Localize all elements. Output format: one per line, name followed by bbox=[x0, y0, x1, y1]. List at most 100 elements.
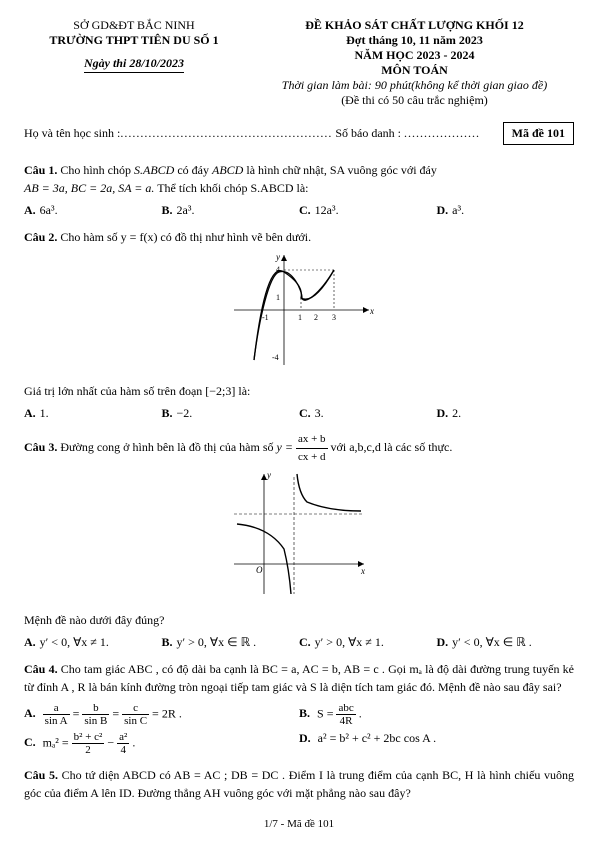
q4-C-lbl: C. bbox=[24, 735, 36, 749]
q4-fb-d: 4R bbox=[336, 715, 355, 727]
q1-i2: ABCD bbox=[212, 163, 243, 177]
q3-A-lbl: A. bbox=[24, 635, 36, 649]
svg-text:3: 3 bbox=[332, 313, 336, 322]
q3-num: ax + b bbox=[296, 431, 328, 449]
q2-A-txt: 1. bbox=[40, 406, 49, 420]
q3-D-txt: y′ < 0, ∀x ∈ ℝ . bbox=[452, 635, 532, 649]
q4-optA: A. asin A = bsin B = csin C = 2R . bbox=[24, 700, 299, 729]
q3-B-txt: y′ > 0, ∀x ∈ ℝ . bbox=[177, 635, 257, 649]
school-line: TRƯỜNG THPT TIÊN DU SỐ 1 bbox=[24, 33, 244, 48]
q1-i1: S.ABCD bbox=[134, 163, 174, 177]
q2-optA: A. 1. bbox=[24, 404, 162, 423]
title-1: ĐỀ KHẢO SÁT CHẤT LƯỢNG KHỐI 12 bbox=[255, 18, 574, 33]
q5-text: Cho tứ diện ABCD có AB = AC ; DB = DC . … bbox=[24, 768, 574, 800]
svg-text:y: y bbox=[266, 470, 271, 480]
q3-t2: với a,b,c,d là các số thực. bbox=[331, 440, 453, 454]
q1-A-lbl: A. bbox=[24, 203, 36, 217]
page-footer: 1/7 - Mã đề 101 bbox=[24, 818, 574, 830]
q4-fb-n: abc bbox=[336, 702, 355, 715]
q3-den: cx + d bbox=[296, 449, 328, 466]
q1-optD: D.a³. bbox=[437, 201, 575, 220]
q4-D-lbl: D. bbox=[299, 731, 311, 745]
title-4: MÔN TOÁN bbox=[255, 63, 574, 78]
q4-fa-d2: sin B bbox=[82, 715, 109, 727]
q2-optC: C.3. bbox=[299, 404, 437, 423]
dots-2: ................... bbox=[404, 126, 480, 140]
q4-fc-end: . bbox=[132, 735, 135, 749]
q4-fb-end: . bbox=[359, 706, 362, 720]
q4-optB: B. S = abc4R . bbox=[299, 700, 574, 729]
q1-optB: B.2a³. bbox=[162, 201, 300, 220]
q2-B-lbl: B. bbox=[162, 406, 173, 420]
q3-optB: B.y′ > 0, ∀x ∈ ℝ . bbox=[162, 633, 300, 652]
q3-D-lbl: D. bbox=[437, 635, 449, 649]
name-label: Họ và tên học sinh : bbox=[24, 126, 120, 140]
q4-fa-n2: b bbox=[82, 702, 109, 715]
q1-D-txt: a³. bbox=[452, 203, 464, 217]
title-6: (Đề thi có 50 câu trắc nghiệm) bbox=[255, 93, 574, 108]
q4-optD: D. a² = b² + c² + 2bc cos A . bbox=[299, 729, 574, 758]
exam-header: SỞ GD&ĐT BẮC NINH TRƯỜNG THPT TIÊN DU SỐ… bbox=[24, 18, 574, 108]
q4-fa-n1: a bbox=[43, 702, 70, 715]
q4-D-txt: a² = b² + c² + 2bc cos A . bbox=[318, 731, 436, 745]
q2-text: Cho hàm số y = f(x) có đồ thị như hình v… bbox=[57, 230, 311, 244]
q3-t1: Đường cong ở hình bên là đồ thị của hàm … bbox=[57, 440, 276, 454]
question-3: Câu 3. Đường cong ở hình bên là đồ thị c… bbox=[24, 431, 574, 465]
q1-A-txt: 6a³. bbox=[40, 203, 58, 217]
q2-A-lbl: A. bbox=[24, 406, 36, 420]
q2-options: A. 1. B. −2. C.3. D.2. bbox=[24, 404, 574, 423]
svg-text:O: O bbox=[256, 565, 263, 575]
question-2: Câu 2. Cho hàm số y = f(x) có đồ thị như… bbox=[24, 228, 574, 246]
q4-fc-mid: − bbox=[107, 735, 117, 749]
q1-B-lbl: B. bbox=[162, 203, 173, 217]
q3-frac: ax + b cx + d bbox=[296, 431, 328, 465]
question-4: Câu 4. Cho tam giác ABC , có độ dài ba c… bbox=[24, 660, 574, 696]
dept-line: SỞ GD&ĐT BẮC NINH bbox=[24, 18, 244, 33]
q2-graph: x y -1 1 2 3 1 4 -4 bbox=[24, 250, 574, 374]
q2-B-txt: −2. bbox=[177, 406, 193, 420]
q1-t3: là hình chữ nhật, SA vuông góc với đáy bbox=[243, 163, 437, 177]
q3-optC: C.y′ > 0, ∀x ≠ 1. bbox=[299, 633, 437, 652]
svg-text:1: 1 bbox=[298, 313, 302, 322]
svg-text:-1: -1 bbox=[262, 313, 269, 322]
exam-code-box: Mã đề 101 bbox=[503, 122, 574, 145]
q3-graph: O y x bbox=[24, 469, 574, 603]
q2-optD: D.2. bbox=[437, 404, 575, 423]
q4-optC: C. mₐ² = b² + c²2 − a²4 . bbox=[24, 729, 299, 758]
graph-2-svg: O y x bbox=[229, 469, 369, 599]
q2-label: Câu 2. bbox=[24, 230, 57, 244]
q4-B-lbl: B. bbox=[299, 706, 310, 720]
q1-options: A.6a³. B.2a³. C.12a³. D.a³. bbox=[24, 201, 574, 220]
q2-sub: Giá trị lớn nhất của hàm số trên đoạn [−… bbox=[24, 382, 574, 400]
q3-sub: Mệnh đề nào dưới đây đúng? bbox=[24, 611, 574, 629]
q3-optD: D.y′ < 0, ∀x ∈ ℝ . bbox=[437, 633, 575, 652]
q3-options: A.y′ < 0, ∀x ≠ 1. B.y′ > 0, ∀x ∈ ℝ . C.y… bbox=[24, 633, 574, 652]
q4-fb-lhs: S = bbox=[317, 706, 336, 720]
q4-fa-n3: c bbox=[122, 702, 149, 715]
q2-optB: B. −2. bbox=[162, 404, 300, 423]
title-2: Đợt tháng 10, 11 năm 2023 bbox=[255, 33, 574, 48]
q4-fa-end: = 2R . bbox=[152, 706, 182, 720]
student-name-line: Họ và tên học sinh :....................… bbox=[24, 126, 480, 141]
svg-text:y: y bbox=[275, 252, 280, 262]
header-left: SỞ GD&ĐT BẮC NINH TRƯỜNG THPT TIÊN DU SỐ… bbox=[24, 18, 244, 108]
q4-text: Cho tam giác ABC , có độ dài ba cạnh là … bbox=[24, 662, 574, 694]
q4-A-lbl: A. bbox=[24, 706, 36, 720]
q1-optA: A. 6a³. bbox=[24, 201, 162, 220]
q4-fa-d3: sin C bbox=[122, 715, 149, 727]
q5-label: Câu 5. bbox=[24, 768, 58, 782]
question-1: Câu 1. Cho hình chóp S.ABCD có đáy ABCD … bbox=[24, 161, 574, 197]
sbd-label: Số báo danh : bbox=[335, 126, 404, 140]
q4-fc-n: b² + c² bbox=[72, 731, 105, 744]
q3-optA: A.y′ < 0, ∀x ≠ 1. bbox=[24, 633, 162, 652]
question-5: Câu 5. Cho tứ diện ABCD có AB = AC ; DB … bbox=[24, 766, 574, 802]
svg-text:1: 1 bbox=[276, 293, 280, 302]
q1-t1: Cho hình chóp bbox=[57, 163, 134, 177]
q4-fc-lhs: mₐ² = bbox=[43, 735, 72, 749]
q3-label: Câu 3. bbox=[24, 440, 57, 454]
q2-C-txt: 3. bbox=[315, 406, 324, 420]
dots-1: ........................................… bbox=[120, 126, 332, 140]
title-5: Thời gian làm bài: 90 phút(không kể thời… bbox=[255, 78, 574, 93]
q3-C-txt: y′ > 0, ∀x ≠ 1. bbox=[315, 635, 384, 649]
svg-text:2: 2 bbox=[314, 313, 318, 322]
